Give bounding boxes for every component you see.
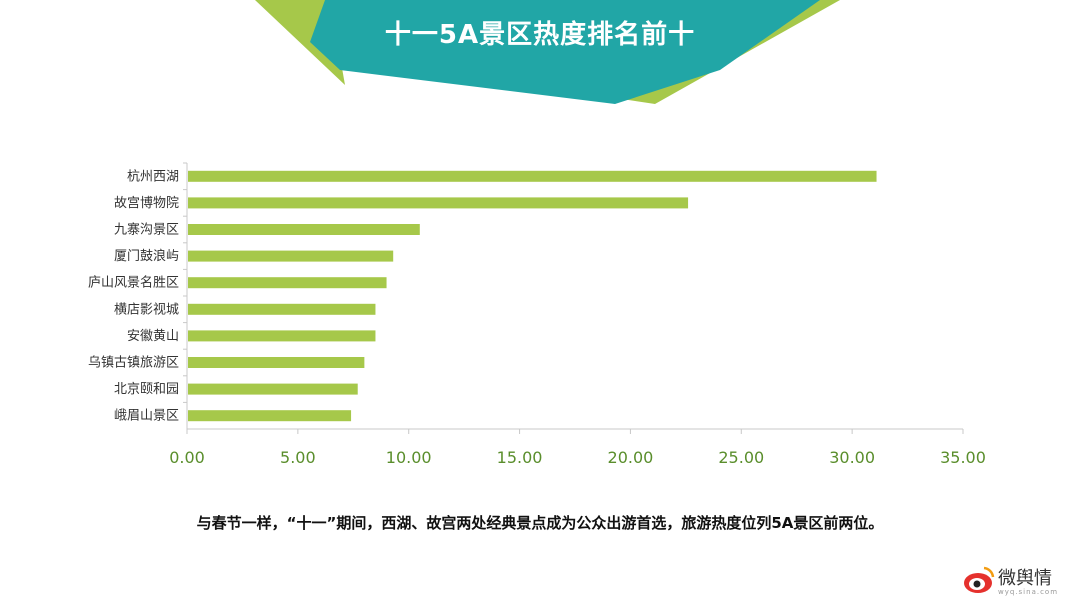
x-tick-label: 30.00	[829, 448, 875, 467]
banner-teal-shape	[310, 0, 820, 104]
bar	[188, 250, 394, 262]
page-title: 十一5A景区热度排名前十	[384, 20, 696, 50]
x-tick-label: 15.00	[497, 448, 543, 467]
bar	[188, 224, 420, 235]
bar	[188, 277, 387, 289]
bar	[188, 410, 352, 422]
y-tick-label: 故宫博物院	[114, 196, 179, 211]
x-tick-label: 0.00	[169, 448, 205, 467]
brand-logo: 微舆情 wyq.sina.com	[962, 562, 1072, 602]
y-tick-label: 横店影视城	[114, 302, 179, 317]
x-tick-label: 5.00	[280, 448, 316, 467]
y-tick-label: 厦门鼓浪屿	[114, 249, 179, 264]
y-tick-label: 杭州西湖	[127, 169, 179, 184]
weibo-eye-icon	[964, 566, 995, 593]
bar	[188, 197, 689, 209]
logo-url: wyq.sina.com	[998, 588, 1059, 596]
title-banner	[255, 0, 840, 104]
y-tick-label: 安徽黄山	[127, 329, 179, 344]
x-tick-label: 10.00	[386, 448, 432, 467]
y-tick-label: 庐山风景名胜区	[88, 275, 179, 291]
bar	[188, 383, 358, 395]
bar	[188, 170, 877, 182]
bar-chart: 杭州西湖故宫博物院九寨沟景区厦门鼓浪屿庐山风景名胜区横店影视城安徽黄山乌镇古镇旅…	[88, 162, 986, 467]
bar	[188, 303, 376, 315]
bar	[188, 357, 365, 368]
logo-text: 微舆情	[998, 568, 1052, 589]
bar	[188, 330, 376, 342]
y-tick-label: 乌镇古镇旅游区	[88, 355, 179, 371]
y-tick-label: 九寨沟景区	[114, 222, 179, 238]
chart-caption: 与春节一样，“十一”期间，西湖、故宫两处经典景点成为公众出游首选，旅游热度位列5…	[196, 514, 884, 532]
x-tick-label: 35.00	[940, 448, 986, 467]
y-tick-label: 峨眉山景区	[114, 409, 179, 424]
y-tick-label: 北京颐和园	[114, 382, 179, 397]
x-tick-label: 20.00	[608, 448, 654, 467]
x-tick-label: 25.00	[718, 448, 764, 467]
